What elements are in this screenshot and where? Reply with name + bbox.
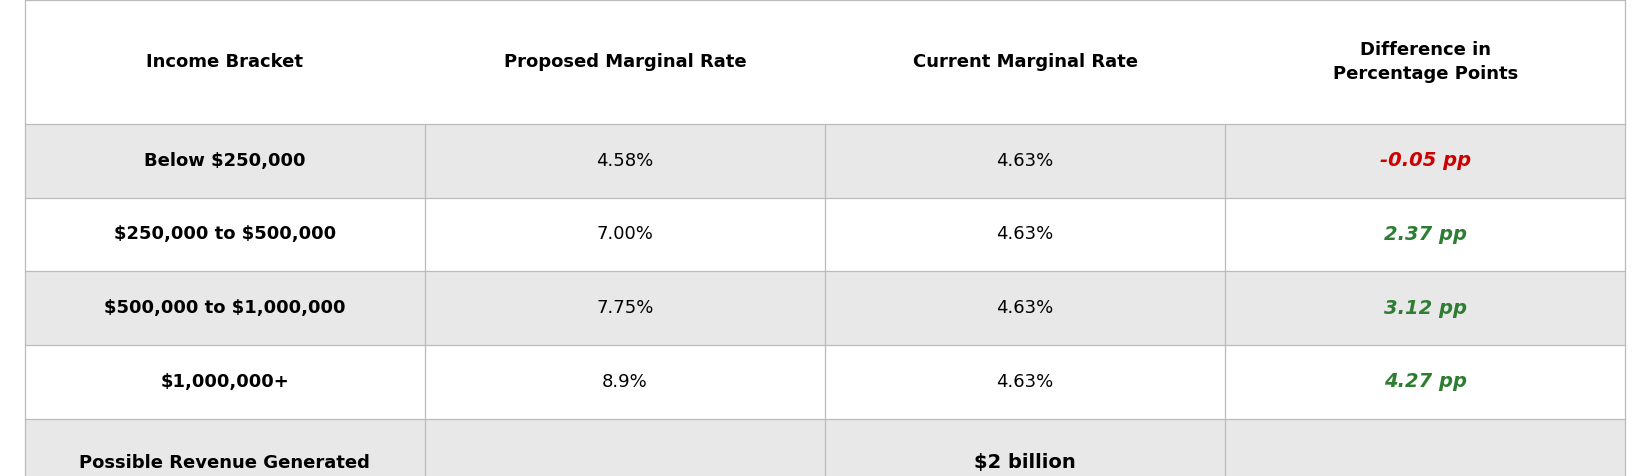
Text: 4.27 pp: 4.27 pp (1384, 373, 1467, 391)
Text: 4.63%: 4.63% (997, 152, 1054, 169)
Text: 4.58%: 4.58% (596, 152, 653, 169)
Text: 8.9%: 8.9% (602, 373, 648, 391)
Text: 7.75%: 7.75% (596, 299, 653, 317)
Text: Possible Revenue Generated: Possible Revenue Generated (79, 454, 370, 472)
Text: 4.63%: 4.63% (997, 299, 1054, 317)
Bar (25, 0, 1625, 124)
Bar (25, 271, 1625, 345)
Bar (25, 345, 1625, 419)
Text: $2 billion: $2 billion (974, 454, 1076, 472)
Text: Proposed Marginal Rate: Proposed Marginal Rate (503, 53, 746, 71)
Bar (25, 419, 1625, 476)
Text: 2.37 pp: 2.37 pp (1384, 225, 1467, 244)
Bar (25, 198, 1625, 271)
Text: 4.63%: 4.63% (997, 373, 1054, 391)
Text: Below $250,000: Below $250,000 (144, 152, 305, 169)
Text: 3.12 pp: 3.12 pp (1384, 299, 1467, 317)
Text: $250,000 to $500,000: $250,000 to $500,000 (114, 226, 337, 243)
Text: 7.00%: 7.00% (597, 226, 653, 243)
Bar (25, 124, 1625, 198)
Text: Current Marginal Rate: Current Marginal Rate (912, 53, 1137, 71)
Text: $500,000 to $1,000,000: $500,000 to $1,000,000 (104, 299, 345, 317)
Text: Difference in
Percentage Points: Difference in Percentage Points (1333, 41, 1518, 83)
Text: 4.63%: 4.63% (997, 226, 1054, 243)
Text: -0.05 pp: -0.05 pp (1379, 151, 1470, 170)
Text: Income Bracket: Income Bracket (147, 53, 304, 71)
Text: $1,000,000+: $1,000,000+ (160, 373, 289, 391)
